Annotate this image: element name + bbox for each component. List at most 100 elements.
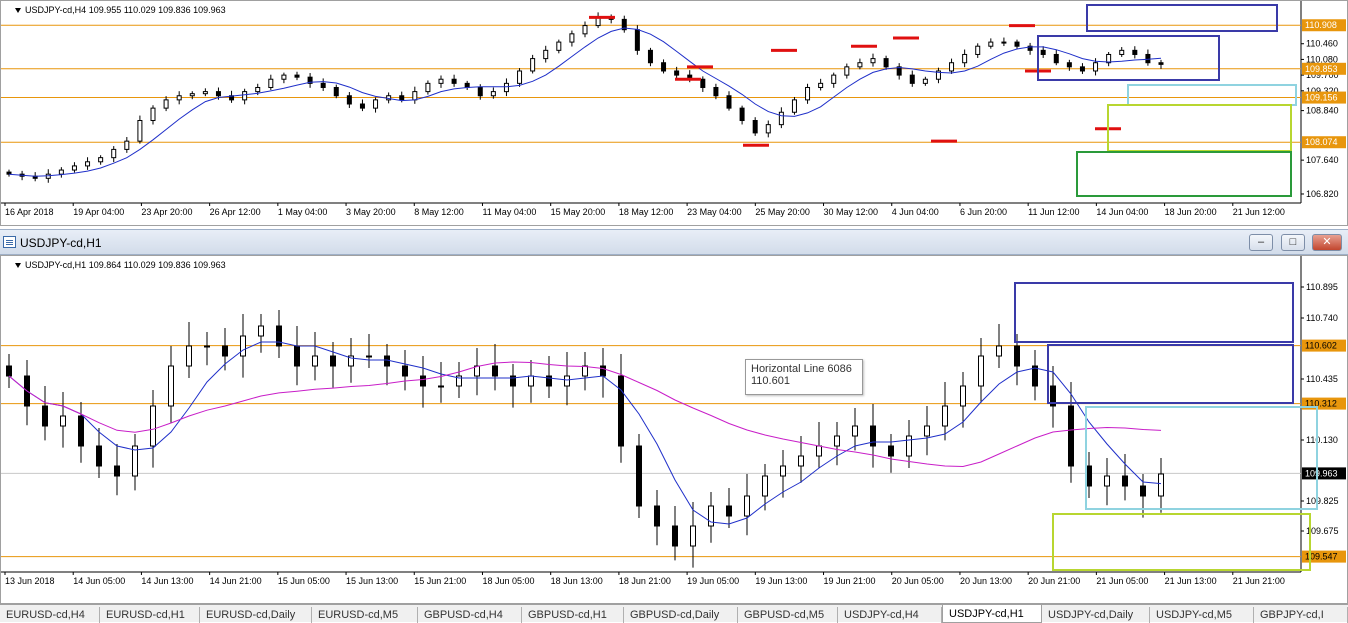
tab-gbpusd-cd-m5[interactable]: GBPUSD-cd,M5: [738, 607, 838, 623]
candle: [1132, 49, 1138, 55]
tab-gbpusd-cd-h4[interactable]: GBPUSD-cd,H4: [418, 607, 522, 623]
candle: [564, 375, 570, 387]
candle: [949, 62, 955, 72]
h4-chart-canvas[interactable]: 110.460 110.080 109.700 109.320 108.840 107.6…: [1, 1, 1347, 225]
close-button[interactable]: ✕: [1312, 234, 1342, 251]
candle: [1068, 405, 1074, 467]
candle: [1093, 62, 1099, 72]
candle: [1158, 473, 1164, 497]
candle: [242, 91, 248, 101]
time-label: 21 Jun 05:00: [1096, 576, 1148, 586]
time-label: 25 May 20:00: [755, 207, 810, 217]
candle: [78, 415, 84, 447]
h1-fast-moving-average-line: [8, 341, 1162, 525]
price-label: 109.700: [1306, 70, 1339, 80]
tab-usdjpy-cd-h1[interactable]: USDJPY-cd,H1: [942, 605, 1042, 623]
candle: [137, 120, 143, 142]
candle: [805, 86, 811, 101]
candle: [672, 525, 678, 547]
tab-usdjpy-cd-h4[interactable]: USDJPY-cd,H4: [838, 607, 942, 623]
candle: [150, 107, 156, 122]
candle: [1001, 41, 1007, 44]
candle: [816, 445, 822, 457]
dropdown-triangle-icon: [15, 8, 21, 14]
candle: [412, 91, 418, 101]
h1-zone-rect-cyan: [1085, 406, 1318, 510]
candle: [6, 365, 12, 377]
maximize-button[interactable]: □: [1281, 234, 1305, 251]
h1-chart-window[interactable]: USDJPY-cd,H1 109.864 110.029 109.836 109…: [0, 255, 1348, 604]
h1-window-title: USDJPY-cd,H1: [20, 236, 102, 250]
candle: [438, 78, 444, 84]
candle: [98, 157, 104, 163]
candle: [1086, 465, 1092, 487]
candle: [320, 82, 326, 88]
candle: [150, 405, 156, 447]
candle: [543, 49, 549, 60]
candle: [661, 62, 667, 72]
h1-window-titlebar[interactable]: USDJPY-cd,H1 – □ ✕: [0, 229, 1348, 255]
candle: [1066, 62, 1072, 68]
candle: [402, 365, 408, 377]
tab-gbpusd-cd-h1[interactable]: GBPUSD-cd,H1: [522, 607, 624, 623]
candle: [281, 74, 287, 80]
time-label: 15 Jun 13:00: [346, 576, 398, 586]
candle: [765, 124, 771, 134]
h4-ohlc-readout: USDJPY-cd,H4 109.955 110.029 109.836 109…: [15, 5, 226, 15]
candle: [204, 345, 210, 348]
candle: [202, 91, 208, 95]
time-label: 19 Apr 04:00: [73, 207, 124, 217]
candle: [60, 415, 66, 427]
time-label: 21 Jun 21:00: [1233, 576, 1285, 586]
h1-chart-canvas[interactable]: 110.895 110.740 110.435 110.130 109.825 109.6…: [1, 256, 1347, 603]
tab-gbpusd-cd-daily[interactable]: GBPUSD-cd,Daily: [624, 607, 738, 623]
price-label: 110.740: [1306, 313, 1338, 323]
candle: [176, 95, 182, 101]
candle: [1106, 53, 1112, 64]
candle: [752, 120, 758, 134]
time-label: 19 Jun 13:00: [755, 576, 807, 586]
candle: [96, 445, 102, 467]
time-label: 18 Jun 05:00: [482, 576, 534, 586]
price-label: 109.675: [1306, 526, 1339, 536]
h4-chart-window[interactable]: USDJPY-cd,H4 109.955 110.029 109.836 109…: [0, 0, 1348, 226]
time-label: 19 Jun 21:00: [824, 576, 876, 586]
price-tag: [1302, 136, 1346, 149]
candle: [1158, 62, 1164, 65]
time-label: 20 Jun 13:00: [960, 576, 1012, 586]
candle: [359, 103, 365, 109]
candle: [1140, 485, 1146, 497]
time-label: 19 Jun 05:00: [687, 576, 739, 586]
tab-eurusd-cd-h1[interactable]: EURUSD-cd,H1: [100, 607, 200, 623]
candle: [42, 405, 48, 427]
price-label: 108.840: [1306, 106, 1339, 116]
candle: [373, 99, 379, 109]
candle: [71, 165, 77, 171]
candle: [818, 82, 824, 88]
h1-zone-rect-lime: [1052, 513, 1311, 571]
candle: [935, 70, 941, 80]
tab-usdjpy-cd-m5[interactable]: USDJPY-cd,M5: [1150, 607, 1254, 623]
candle: [58, 169, 64, 175]
tab-eurusd-cd-m5[interactable]: EURUSD-cd,M5: [312, 607, 418, 623]
candle: [978, 355, 984, 387]
candle: [654, 505, 660, 527]
tab-eurusd-cd-h4[interactable]: EURUSD-cd,H4: [0, 607, 100, 623]
candle: [294, 74, 300, 78]
tab-usdjpy-cd-daily[interactable]: USDJPY-cd,Daily: [1042, 607, 1150, 623]
candle: [464, 82, 470, 88]
candle: [906, 435, 912, 457]
candle: [870, 58, 876, 64]
minimize-button[interactable]: –: [1249, 234, 1273, 251]
candle: [962, 53, 968, 64]
candle: [556, 41, 562, 51]
tab-gbpjpy-cd-i[interactable]: GBPJPY-cd,I: [1254, 607, 1348, 623]
tab-eurusd-cd-daily[interactable]: EURUSD-cd,Daily: [200, 607, 312, 623]
candle: [831, 74, 837, 84]
candle: [477, 86, 483, 97]
candle: [618, 375, 624, 447]
candle: [674, 70, 680, 76]
time-label: 11 Jun 12:00: [1028, 207, 1079, 217]
h1-ohlc-text: USDJPY-cd,H1 109.864 110.029 109.836 109…: [25, 260, 226, 270]
candle: [312, 355, 318, 367]
